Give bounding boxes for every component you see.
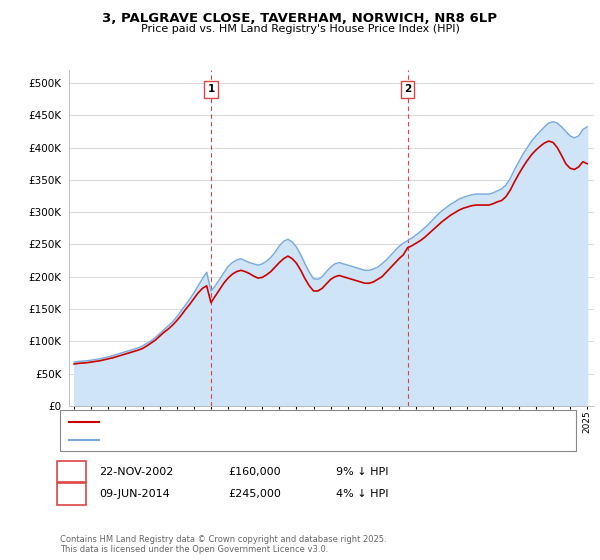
Text: £245,000: £245,000 <box>228 489 281 499</box>
Text: 3, PALGRAVE CLOSE, TAVERHAM, NORWICH, NR8 6LP (detached house): 3, PALGRAVE CLOSE, TAVERHAM, NORWICH, NR… <box>105 417 453 427</box>
Text: 9% ↓ HPI: 9% ↓ HPI <box>336 466 389 477</box>
Text: HPI: Average price, detached house, Broadland: HPI: Average price, detached house, Broa… <box>105 435 335 445</box>
Text: Contains HM Land Registry data © Crown copyright and database right 2025.
This d: Contains HM Land Registry data © Crown c… <box>60 535 386 554</box>
Text: 2: 2 <box>68 489 75 499</box>
Text: £160,000: £160,000 <box>228 466 281 477</box>
Text: 4% ↓ HPI: 4% ↓ HPI <box>336 489 389 499</box>
Text: Price paid vs. HM Land Registry's House Price Index (HPI): Price paid vs. HM Land Registry's House … <box>140 24 460 34</box>
Text: 1: 1 <box>208 85 215 95</box>
Text: 3, PALGRAVE CLOSE, TAVERHAM, NORWICH, NR8 6LP: 3, PALGRAVE CLOSE, TAVERHAM, NORWICH, NR… <box>103 12 497 25</box>
Text: 1: 1 <box>68 466 75 477</box>
Text: 22-NOV-2002: 22-NOV-2002 <box>99 466 173 477</box>
Text: 2: 2 <box>404 85 411 95</box>
Text: 09-JUN-2014: 09-JUN-2014 <box>99 489 170 499</box>
